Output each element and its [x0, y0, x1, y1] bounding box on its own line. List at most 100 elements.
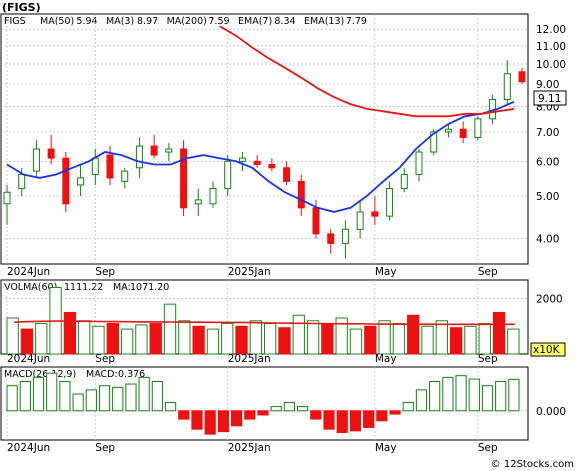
candle-body — [150, 145, 158, 156]
price-panel — [0, 13, 529, 265]
macd-bar — [415, 389, 428, 412]
macd-bar — [283, 401, 296, 412]
x-tick-label-4: Sep — [478, 266, 498, 278]
x-tick-label-macd-4: Sep — [478, 442, 498, 454]
legend-item-value-2: 7.59 — [208, 16, 229, 27]
candle-body — [474, 118, 482, 138]
volume-bar — [221, 323, 234, 355]
volume-bar — [407, 314, 420, 355]
candle-body — [194, 199, 202, 205]
candle-body — [238, 157, 246, 162]
x-tick-label-3: May — [375, 266, 397, 278]
macd-bar — [59, 381, 71, 412]
volume-bar — [321, 323, 334, 355]
macd-bar — [138, 376, 150, 412]
x-tick-label-vol-0: 2024Jun — [7, 353, 50, 365]
macd-bar — [85, 389, 97, 412]
candle-body — [3, 191, 11, 205]
macd-bar — [310, 410, 322, 420]
volume-bar — [392, 323, 406, 355]
legend-ticker: FIGS — [4, 16, 26, 27]
volume-bar — [163, 303, 177, 355]
volume-bar — [464, 325, 477, 355]
volume-bar — [478, 323, 491, 355]
x-tick-label-vol-4: Sep — [478, 353, 498, 365]
volume-bar — [206, 328, 220, 355]
legend-item-label-3: EMA(7) — [238, 16, 272, 27]
ma-line-1 — [219, 25, 515, 118]
macd-bar — [244, 410, 256, 420]
candle-body — [371, 211, 379, 217]
macd-bar — [125, 383, 137, 412]
volume-ma-line — [14, 320, 515, 326]
candle-body — [444, 128, 452, 133]
candle-body — [106, 154, 114, 179]
x-tick-label-2: 2025Jan — [228, 266, 271, 278]
price-tag-box — [533, 90, 567, 106]
volume-bar — [92, 325, 105, 355]
footer-credit: © 12Stocks.com — [490, 459, 574, 470]
legend-item-label-1: MA(3) — [106, 16, 134, 27]
price-tick-label-1: 11.00 — [536, 41, 566, 53]
price-legend: MA(50) 5.94 MA(3) 8.97 MA(200) 7.59 EMA(7) 8.34… — [40, 16, 367, 27]
volume-bar — [35, 323, 48, 355]
legend-item-value-1: 8.97 — [137, 16, 158, 27]
macd-bar — [204, 410, 216, 435]
price-tick-label-2: 10.00 — [536, 59, 566, 71]
macd-legend-label: MACD(26,12,9) — [4, 369, 76, 380]
volume-bar — [278, 327, 291, 355]
macd-bar — [349, 410, 362, 432]
candle-body — [312, 207, 320, 235]
candle-body — [180, 148, 188, 209]
x-tick-label-macd-2: 2025Jan — [228, 442, 271, 454]
candle-body — [253, 160, 261, 166]
macd-bar — [297, 406, 309, 412]
macd-bar — [389, 410, 401, 415]
volume-bar — [435, 320, 448, 355]
price-tag: 9.11 — [538, 93, 561, 105]
volume-bar — [492, 311, 506, 355]
candle-body — [77, 177, 85, 186]
macd-bar — [6, 385, 18, 412]
macd-bar — [112, 386, 124, 412]
legend-item-value-4: 7.79 — [346, 16, 367, 27]
macd-bar — [376, 410, 388, 422]
candle-body — [341, 228, 349, 244]
volume-bar — [192, 325, 205, 355]
candle-body — [283, 167, 291, 182]
volume-bar — [349, 328, 363, 355]
candle-body — [518, 71, 526, 83]
price-tick-label-7: 5.00 — [536, 191, 559, 203]
candle-body — [503, 73, 511, 100]
volume-legend-ma-value: 1071.20 — [130, 282, 169, 293]
macd-bar — [46, 372, 58, 412]
volume-bar — [149, 323, 162, 355]
candle-body — [62, 157, 70, 205]
x-tick-label-macd-3: May — [375, 442, 397, 454]
x-tick-label-1: Sep — [95, 266, 115, 278]
price-tick-label-8: 4.00 — [536, 234, 559, 246]
volume-bar — [507, 328, 520, 355]
macd-bar — [178, 410, 190, 420]
macd-bar — [257, 410, 269, 416]
ma-line-0 — [6, 100, 515, 213]
macd-bar — [495, 381, 507, 412]
macd-bar — [481, 385, 494, 412]
candle-body — [209, 188, 217, 205]
macd-bar — [429, 381, 441, 412]
volume-bar — [78, 320, 91, 355]
price-tick-label-3: 9.00 — [536, 79, 559, 91]
macd-bar — [72, 393, 84, 412]
candle-body — [459, 128, 467, 138]
candle-body — [18, 173, 26, 190]
macd-legend-value: 0.376 — [118, 369, 145, 380]
price-tick-label-6: 6.00 — [536, 156, 559, 168]
volume-unit: x10K — [533, 344, 561, 356]
volume-bar — [106, 323, 119, 355]
candle-body — [91, 157, 99, 175]
price-tick-label-0: 12.00 — [536, 24, 566, 36]
macd-bar — [468, 378, 480, 412]
volume-legend-ma-label: MA: — [113, 282, 131, 293]
volume-legend-value: 1111.22 — [64, 282, 103, 293]
x-tick-label-vol-1: Sep — [95, 353, 115, 365]
